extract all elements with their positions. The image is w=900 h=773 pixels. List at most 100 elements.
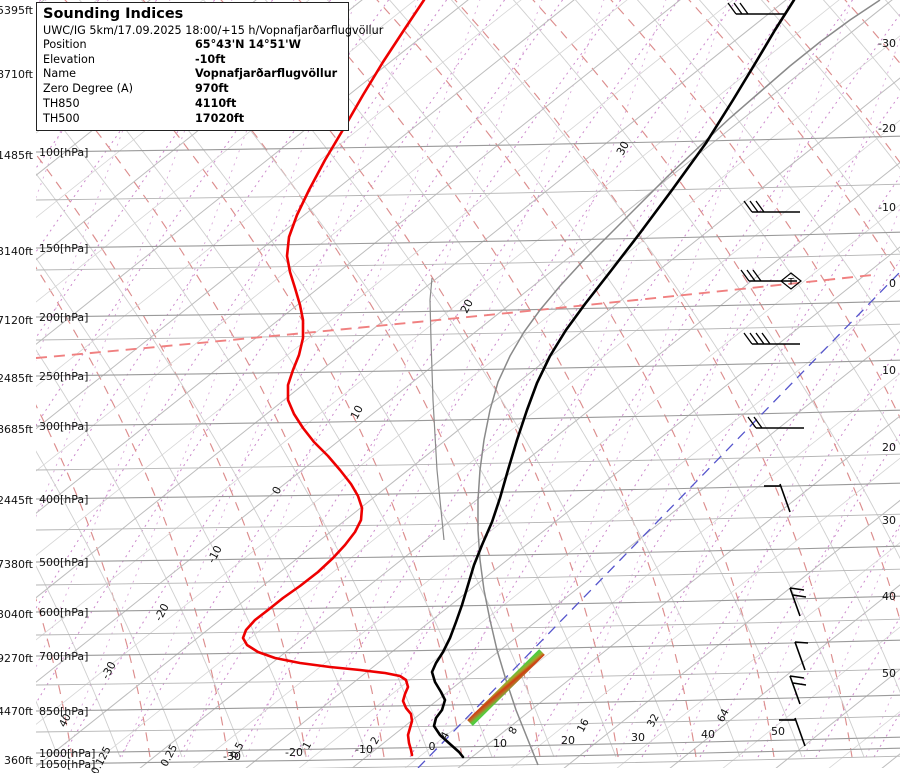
isobar-600 xyxy=(36,595,900,613)
row-value: 65°43'N 14°51'W xyxy=(195,38,301,51)
isobar-lines xyxy=(36,135,900,768)
row-key: Name xyxy=(43,67,77,81)
wind-barb xyxy=(747,416,804,429)
wind-barb xyxy=(727,2,784,15)
panel-row-elevation: Elevation -10ft xyxy=(43,53,343,68)
barb-stroke xyxy=(794,641,809,644)
panel-row-zero-degree: Zero Degree (A) 970ft xyxy=(43,82,343,97)
moist-adiabat xyxy=(454,0,853,758)
moist-adiabat xyxy=(36,153,307,758)
isobar-1050 xyxy=(36,747,900,765)
row-value: 4110ft xyxy=(195,96,237,110)
dry-adiabat xyxy=(698,0,900,254)
right-temp-label: 50 xyxy=(882,667,896,680)
mixing-ratio-label: 0.25 xyxy=(159,742,181,768)
isobar-300 xyxy=(36,409,900,427)
isotherm-inline-label: 10 xyxy=(348,403,366,421)
panel-row-th500: TH500 17020ft xyxy=(43,112,343,127)
mixing-ratio-label: 64 xyxy=(715,707,732,725)
wind-barb xyxy=(789,675,807,705)
isotherm-inline-label: -20 xyxy=(152,601,172,623)
profile-layer xyxy=(241,0,881,766)
panel-row-name: Name Vopnafjarðarflugvöllur xyxy=(43,67,343,82)
bottom-temp-label: 10 xyxy=(493,737,507,750)
mixing-ratio-line xyxy=(307,0,605,758)
isotherm-10 xyxy=(563,499,900,768)
isobar-700 xyxy=(36,639,900,657)
mixing-ratio-lines xyxy=(36,0,900,758)
barb-stroke xyxy=(749,332,759,345)
isotherm-inline-label: 30 xyxy=(614,139,632,157)
isobar-minor xyxy=(302,755,900,768)
isotherm--20 xyxy=(245,246,900,768)
barb-stroke xyxy=(747,416,757,429)
moist-adiabat xyxy=(766,0,900,164)
dry-adiabat xyxy=(450,0,900,694)
barb-stroke xyxy=(794,641,806,671)
dry-adiabat xyxy=(822,0,900,91)
altitude-label: 43140ft xyxy=(0,245,34,258)
isobar-500 xyxy=(36,545,900,563)
dry-adiabat xyxy=(884,0,900,18)
isotherm--70 xyxy=(36,0,681,514)
pressure-label: 700[hPa] xyxy=(39,650,88,663)
barb-stroke xyxy=(789,587,805,591)
barb-stroke xyxy=(752,269,762,282)
isotherm-inline-label: 20 xyxy=(458,297,476,315)
bottom-temp-label: 20 xyxy=(561,734,575,747)
mixing-ratio-line xyxy=(431,0,729,758)
isotherm--40 xyxy=(36,77,900,768)
right-temp-label: 10 xyxy=(882,364,896,377)
dry-adiabat xyxy=(36,565,121,758)
bottom-temp-label: -30 xyxy=(223,750,241,763)
panel-row-position: Position 65°43'N 14°51'W xyxy=(43,38,343,53)
mixing-ratio-line xyxy=(555,0,853,758)
altitude-label: 58710ft xyxy=(0,68,34,81)
moist-adiabat xyxy=(36,404,151,758)
isobar-minor xyxy=(36,715,900,733)
isobar-1000 xyxy=(36,736,900,754)
zero-degree-marker-glyph: T xyxy=(787,278,794,288)
dry-adiabat xyxy=(760,0,900,170)
mixing-ratio-line xyxy=(245,0,543,758)
mixing-ratio-line xyxy=(59,0,357,758)
barb-stroke xyxy=(794,717,806,747)
moist-adiabat xyxy=(891,0,900,757)
pressure-label: 850[hPa] xyxy=(39,705,88,718)
barb-stroke xyxy=(792,594,807,598)
row-key: TH500 xyxy=(43,111,80,125)
barb-stroke xyxy=(733,2,743,15)
dry-adiabat xyxy=(326,0,803,758)
parcel-upper-stub xyxy=(429,277,445,541)
isotherm--60 xyxy=(36,0,787,599)
altitude-label: 9270ft xyxy=(0,652,34,665)
edge-label-layer: 65395ft58710ft51485ft43140ft37120ft32485… xyxy=(0,4,896,773)
isotherm--80 xyxy=(36,0,575,430)
pressure-label: 250[hPa] xyxy=(39,370,88,383)
wind-barb xyxy=(789,587,807,617)
isotherm--5 xyxy=(404,373,900,768)
mixing-ratio-line xyxy=(293,0,796,758)
barb-stroke xyxy=(746,269,756,282)
barb-stroke xyxy=(761,332,771,345)
right-temp-label: -30 xyxy=(878,37,896,50)
panel-row-th850: TH850 4110ft xyxy=(43,97,343,112)
panel-title: Sounding Indices xyxy=(43,6,184,22)
altitude-label: 28685ft xyxy=(0,423,34,436)
pressure-label: 150[hPa] xyxy=(39,242,88,255)
zero-degree-diamond xyxy=(780,272,802,290)
altitude-label: 22445ft xyxy=(0,494,34,507)
pressure-label: 400[hPa] xyxy=(39,493,88,506)
barb-stroke xyxy=(739,2,749,15)
altitude-label: 32485ft xyxy=(0,372,34,385)
altitude-label: 360ft xyxy=(4,754,34,767)
isotherm--25 xyxy=(192,204,900,768)
wind-barb xyxy=(743,332,800,345)
temperature-curve xyxy=(430,0,796,759)
dry-adiabat xyxy=(512,0,900,560)
mixing-ratio-line xyxy=(369,0,667,758)
dewpoint-curve xyxy=(241,0,426,757)
bottom-temp-label: -10 xyxy=(355,743,373,756)
moist-adiabat xyxy=(376,0,775,758)
pressure-label: 500[hPa] xyxy=(39,556,88,569)
